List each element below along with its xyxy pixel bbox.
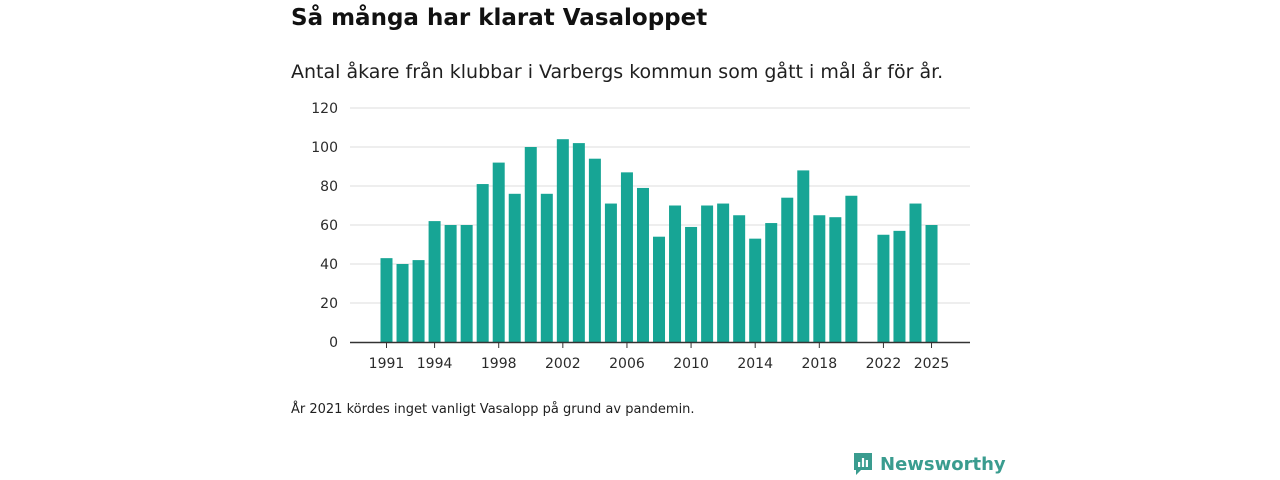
x-tick-label-2018: 2018 xyxy=(801,356,837,372)
bar-1991 xyxy=(380,258,393,342)
bar-2008 xyxy=(653,236,666,342)
chart-subtitle: Antal åkare från klubbar i Varbergs komm… xyxy=(291,61,944,83)
x-tick-label-2006: 2006 xyxy=(609,356,645,372)
brand-logo: Newsworthy xyxy=(852,451,1006,477)
footnote: År 2021 kördes inget vanligt Vasalopp på… xyxy=(291,402,695,417)
y-tick-label-60: 60 xyxy=(320,218,338,234)
bar-2001 xyxy=(540,193,553,342)
x-tick-label-2022: 2022 xyxy=(866,356,902,372)
bar-2023 xyxy=(893,230,906,342)
x-tick-label-2010: 2010 xyxy=(673,356,709,372)
bar-2013 xyxy=(733,215,746,342)
bar-1993 xyxy=(412,260,425,342)
y-tick-label-20: 20 xyxy=(320,296,338,312)
x-tick-label-2014: 2014 xyxy=(737,356,773,372)
bar-2007 xyxy=(636,187,649,342)
y-tick-label-80: 80 xyxy=(320,179,338,195)
y-tick-label-40: 40 xyxy=(320,257,338,273)
brand-name: Newsworthy xyxy=(880,453,1006,475)
bar-1998 xyxy=(492,162,505,342)
x-tick-label-1994: 1994 xyxy=(417,356,453,372)
bar-1999 xyxy=(508,193,521,342)
bar-chart: 0 20 40 60 80 100 120 1991 1994 1998 2002 2006 2010 2… xyxy=(311,101,970,372)
x-tick-label-1991: 1991 xyxy=(369,356,405,372)
bar-2020 xyxy=(845,195,858,342)
bar-2004 xyxy=(588,158,601,342)
bar-1997 xyxy=(476,184,489,342)
bar-2017 xyxy=(797,170,810,342)
bar-2000 xyxy=(524,147,537,342)
bar-2006 xyxy=(620,172,633,342)
y-tick-label-0: 0 xyxy=(329,335,338,351)
bar-1996 xyxy=(460,225,473,342)
bar-2012 xyxy=(717,203,730,342)
chart-title: Så många har klarat Vasaloppet xyxy=(291,5,708,31)
bar-2015 xyxy=(765,223,778,342)
x-tick-label-2002: 2002 xyxy=(545,356,581,372)
bar-2024 xyxy=(909,203,922,342)
bar-1995 xyxy=(444,225,457,342)
bar-2018 xyxy=(813,215,826,342)
bar-2005 xyxy=(604,203,617,342)
y-tick-label-120: 120 xyxy=(311,101,338,117)
bar-2010 xyxy=(685,226,698,342)
bar-2025 xyxy=(925,225,938,342)
bar-1994 xyxy=(428,221,441,342)
bar-2002 xyxy=(556,139,569,342)
bar-2022 xyxy=(877,234,890,342)
bar-2016 xyxy=(781,197,794,342)
bar-2003 xyxy=(572,143,585,342)
bar-2014 xyxy=(749,238,762,342)
newsworthy-logo-icon xyxy=(854,453,872,475)
x-tick-label-1998: 1998 xyxy=(481,356,517,372)
bar-2009 xyxy=(669,205,682,342)
y-tick-label-100: 100 xyxy=(311,140,338,156)
bar-2019 xyxy=(829,217,842,342)
x-tick-label-2025: 2025 xyxy=(914,356,950,372)
bar-2011 xyxy=(701,205,714,342)
bar-1992 xyxy=(396,264,409,342)
